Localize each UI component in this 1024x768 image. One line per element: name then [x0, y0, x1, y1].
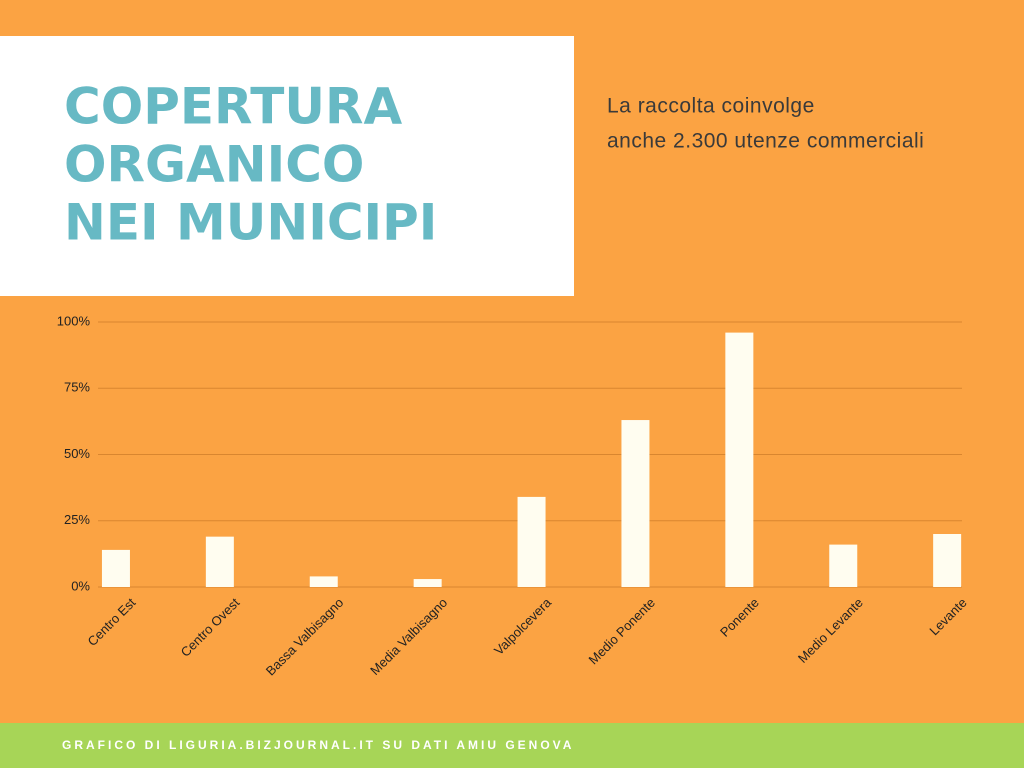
bar [621, 420, 650, 587]
bar [725, 332, 754, 587]
bar [309, 576, 338, 587]
bar [205, 536, 234, 587]
y-tick-label: 75% [64, 380, 90, 395]
y-tick-label: 50% [64, 446, 90, 461]
bar [101, 549, 130, 587]
title-line: COPERTURA [64, 78, 402, 136]
y-tick-label: 25% [64, 512, 90, 527]
subtitle-line: La raccolta coinvolge [607, 95, 815, 118]
title-line: NEI MUNICIPI [64, 194, 437, 252]
footer-text: GRAFICO DI LIGURIA.BIZJOURNAL.IT SU DATI… [62, 738, 574, 752]
bar [829, 544, 858, 587]
title-line: ORGANICO [64, 136, 364, 194]
y-tick-label: 100% [57, 313, 91, 328]
title-box [0, 36, 574, 296]
y-tick-label: 0% [71, 578, 90, 593]
subtitle-line: anche 2.300 utenze commerciali [607, 130, 924, 153]
bar [413, 579, 442, 587]
footer-band [0, 723, 1024, 768]
bar [517, 496, 546, 587]
bar [933, 534, 962, 587]
